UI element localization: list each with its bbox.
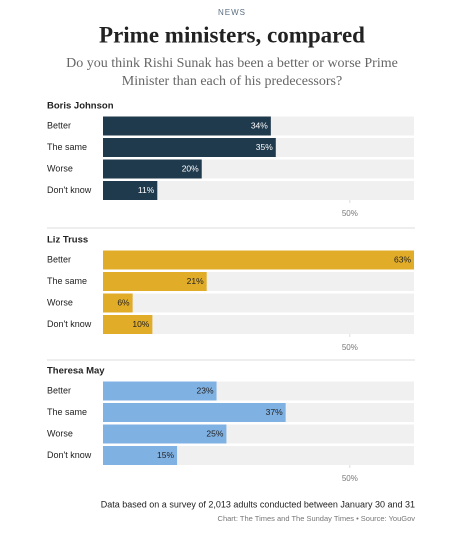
- bar: [103, 446, 178, 465]
- bar: [103, 250, 414, 270]
- value-label: 10%: [132, 319, 149, 329]
- value-label: 21%: [187, 276, 204, 286]
- y-tick-label: Don't know: [47, 450, 92, 460]
- y-tick-label: Worse: [47, 428, 73, 438]
- x-tick-label: 50%: [342, 474, 358, 483]
- bar: [103, 138, 276, 157]
- source: Chart: The Times and The Sunday Times • …: [218, 514, 416, 523]
- panel-title: Theresa May: [47, 366, 105, 377]
- subtitle: Minister than each of his predecessors?: [122, 74, 342, 89]
- panel-title: Liz Truss: [47, 235, 88, 246]
- x-tick-label: 50%: [342, 343, 358, 352]
- value-label: 35%: [256, 142, 273, 152]
- value-label: 23%: [197, 385, 214, 395]
- track: [103, 315, 414, 334]
- bar: [103, 403, 286, 422]
- y-tick-label: Don't know: [47, 185, 92, 195]
- y-tick-label: Worse: [47, 163, 73, 173]
- y-tick-label: Worse: [47, 297, 73, 307]
- footnote: Data based on a survey of 2,013 adults c…: [101, 499, 415, 509]
- y-tick-label: The same: [47, 142, 87, 152]
- y-tick-label: Better: [47, 254, 71, 264]
- value-label: 37%: [266, 407, 283, 417]
- value-label: 6%: [117, 297, 130, 307]
- bar: [103, 381, 217, 401]
- chart-title: Prime ministers, compared: [99, 22, 365, 47]
- value-label: 15%: [157, 450, 174, 460]
- bar: [103, 293, 133, 313]
- track: [103, 446, 414, 465]
- track: [103, 293, 414, 313]
- y-tick-label: The same: [47, 276, 87, 286]
- value-label: 11%: [138, 185, 155, 195]
- bar: [103, 272, 207, 291]
- bar: [103, 159, 202, 179]
- bar: [103, 315, 153, 334]
- bar: [103, 424, 227, 444]
- value-label: 34%: [251, 120, 268, 130]
- section-label: NEWS: [218, 8, 246, 17]
- bar: [103, 181, 158, 200]
- subtitle: Do you think Rishi Sunak has been a bett…: [66, 56, 398, 71]
- value-label: 25%: [206, 428, 223, 438]
- track: [103, 181, 414, 200]
- y-tick-label: Better: [47, 385, 71, 395]
- panel-title: Boris Johnson: [47, 101, 114, 112]
- value-label: 20%: [182, 163, 199, 173]
- y-tick-label: Don't know: [47, 319, 92, 329]
- y-tick-label: Better: [47, 120, 71, 130]
- y-tick-label: The same: [47, 407, 87, 417]
- bar: [103, 116, 271, 136]
- value-label: 63%: [394, 254, 411, 264]
- x-tick-label: 50%: [342, 209, 358, 218]
